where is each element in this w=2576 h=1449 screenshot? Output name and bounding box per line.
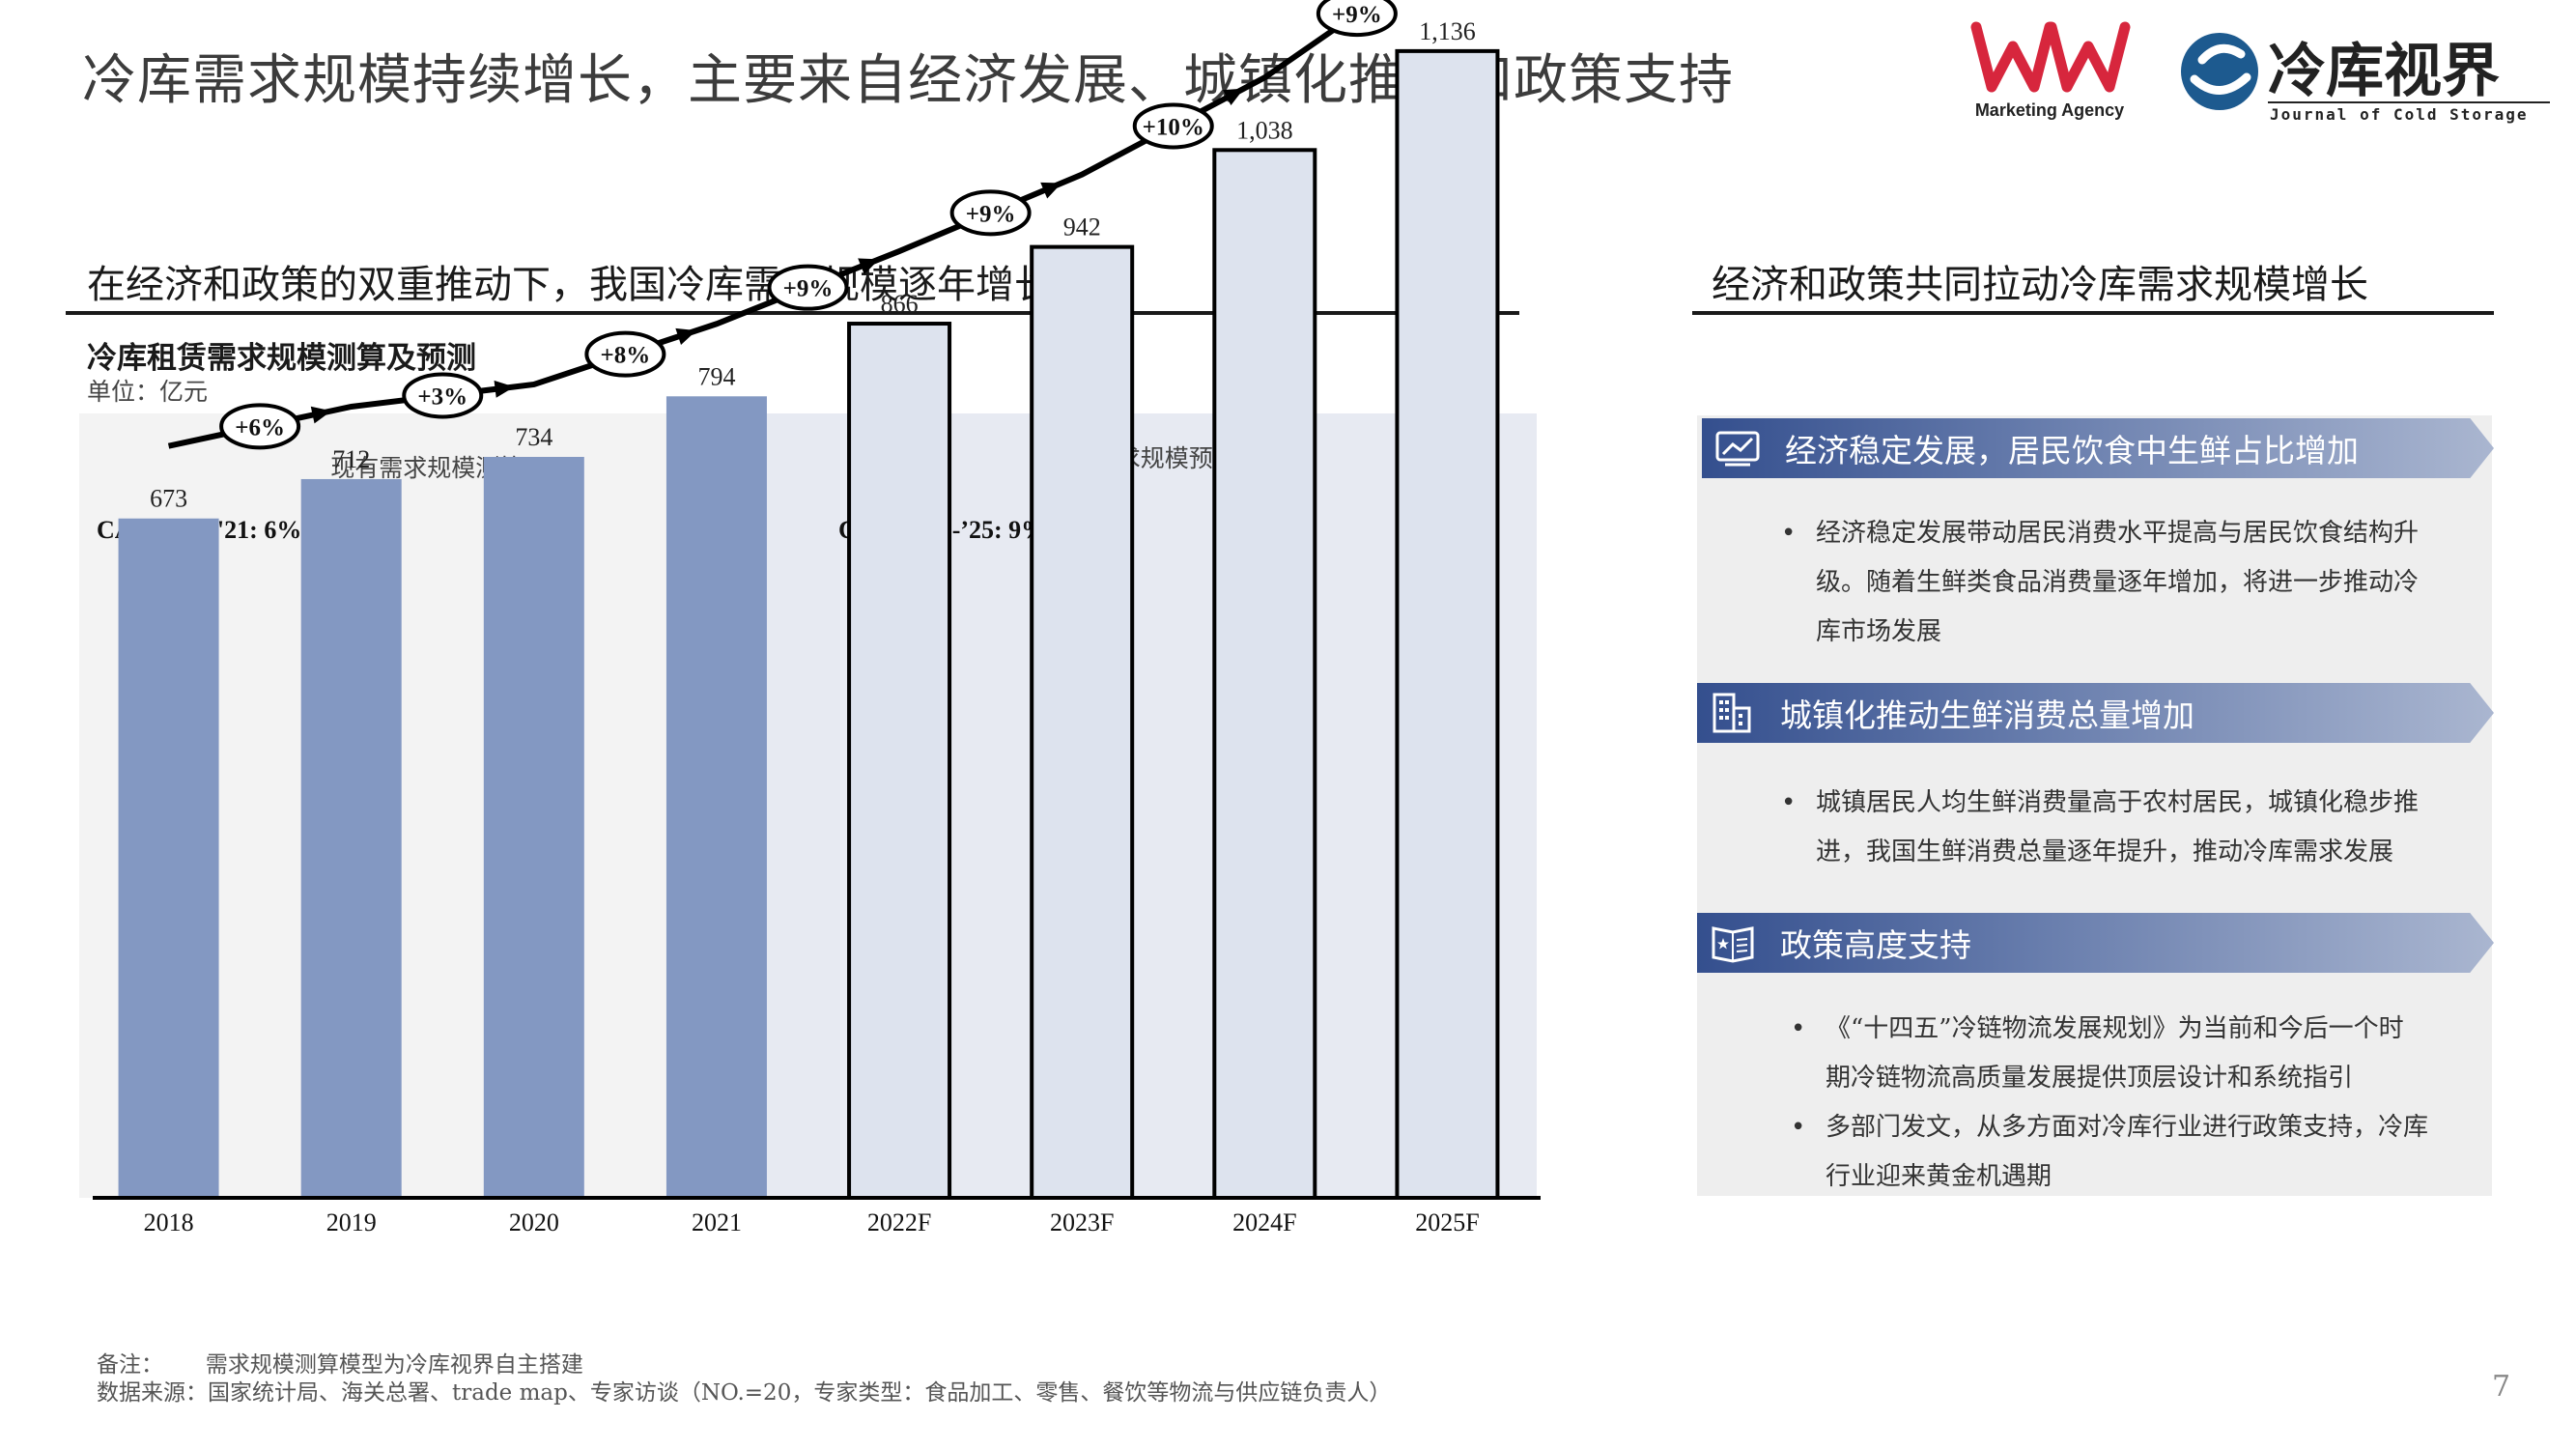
footer-source: 数据来源：国家统计局、海关总署、trade map、专家访谈（NO.=20，专家… — [97, 1380, 1392, 1406]
x-tick-2021: 2021 — [692, 1208, 742, 1236]
bullet-item: 多部门发文，从多方面对冷库行业进行政策支持，冷库 行业迎来黄金机遇期 — [1779, 1103, 2475, 1202]
section-divider — [66, 311, 1519, 315]
bullet-item: 《“十四五”冷链物流发展规划》为当前和今后一个时 期冷链物流高质量发展提供顶层设… — [1779, 1005, 2475, 1103]
bar-2021 — [665, 396, 767, 1198]
bar-2022F — [847, 322, 952, 1200]
cold-storage-journal-logo: 冷库视界 Journal of Cold Storage — [2181, 33, 2550, 124]
value-label-2018: 673 — [150, 485, 187, 513]
growth-badge — [1316, 0, 1398, 38]
driver-banner-urbanization: 城镇化推动生鲜消费总量增加 — [1697, 683, 2494, 743]
policy-book-icon — [1703, 913, 1763, 973]
x-tick-2023F: 2023F — [1050, 1208, 1114, 1236]
growth-label: +10% — [1143, 114, 1204, 140]
growth-label: +9% — [966, 201, 1016, 227]
x-tick-2019: 2019 — [326, 1208, 377, 1236]
growth-badge — [219, 403, 301, 450]
value-label-2021: 794 — [697, 362, 735, 390]
svg-text:Journal of Cold Storage: Journal of Cold Storage — [2270, 105, 2529, 124]
section-divider — [1692, 311, 2494, 315]
trend-arrowhead — [675, 327, 697, 345]
bar-2019 — [300, 478, 402, 1199]
growth-label: +8% — [601, 343, 651, 369]
growth-badge — [767, 264, 849, 311]
driver-title: 经济稳定发展，居民饮食中生鲜占比增加 — [1785, 432, 2359, 469]
svg-text:Marketing Agency: Marketing Agency — [1975, 100, 2124, 120]
growth-badge — [584, 330, 666, 378]
driver-bullets-urbanization: 城镇居民人均生鲜消费量高于农村居民，城镇化稳步推 进，我国生鲜消费总量逐年提升，… — [1769, 779, 2475, 877]
trend-arrowhead — [310, 406, 332, 424]
growth-label: +3% — [417, 384, 467, 410]
value-label-2024F: 1,038 — [1236, 116, 1293, 144]
bullet-item: 城镇居民人均生鲜消费量高于农村居民，城镇化稳步推 进，我国生鲜消费总量逐年提升，… — [1769, 779, 2475, 877]
value-label-2025F: 1,136 — [1419, 17, 1476, 45]
x-tick-2022F: 2022F — [867, 1208, 931, 1236]
trend-chart-icon — [1708, 418, 1768, 478]
driver-bullets-economy: 经济稳定发展带动居民消费水平提高与居民饮食结构升 级。随着生鲜类食品消费量逐年增… — [1769, 509, 2475, 657]
growth-label: +9% — [1332, 2, 1382, 28]
x-tick-2020: 2020 — [509, 1208, 559, 1236]
trend-arrowhead — [1040, 182, 1062, 199]
growth-badge — [402, 372, 484, 419]
footer-note: 备注： 需求规模测算模型为冷库视界自主搭建 — [97, 1352, 583, 1378]
trend-arrowhead — [858, 258, 880, 275]
driver-banner-economy: 经济稳定发展，居民饮食中生鲜占比增加 — [1702, 418, 2494, 478]
trend-arrowhead — [494, 380, 515, 398]
growth-badge — [1132, 102, 1214, 150]
trend-arrowhead — [1223, 88, 1244, 105]
x-tick-2018: 2018 — [144, 1208, 194, 1236]
bar-2023F — [1030, 244, 1135, 1201]
bullet-item: 经济稳定发展带动居民消费水平提高与居民饮食结构升 级。随着生鲜类食品消费量逐年增… — [1769, 509, 2475, 657]
chart-section-heading: 在经济和政策的双重推动下，我国冷库需求规模逐年增长 — [87, 263, 1053, 307]
value-label-2022F: 866 — [881, 290, 919, 318]
bar-2018 — [118, 518, 219, 1198]
growth-badge — [949, 189, 1032, 237]
chart-unit: 单位：亿元 — [87, 378, 209, 406]
driver-title: 城镇化推动生鲜消费总量增加 — [1780, 696, 2194, 734]
growth-label: +9% — [783, 276, 834, 302]
growth-label: +6% — [235, 414, 285, 440]
demand-bar-chart: 现有需求规模测算未来需求规模预测CAGR '18-'21: 6%CAGR ‘22… — [79, 0, 1541, 1236]
value-label-2019: 712 — [332, 445, 370, 473]
city-building-icon — [1703, 683, 1763, 743]
driver-banner-policy: 政策高度支持 — [1697, 913, 2494, 973]
value-label-2023F: 942 — [1063, 213, 1101, 242]
driver-bullets-policy: 《“十四五”冷链物流发展规划》为当前和今后一个时 期冷链物流高质量发展提供顶层设… — [1779, 1005, 2475, 1202]
drivers-section-heading: 经济和政策共同拉动冷库需求规模增长 — [1712, 263, 2368, 307]
page-number: 7 — [2492, 1370, 2511, 1404]
bar-2024F — [1212, 148, 1317, 1200]
value-label-2020: 734 — [515, 423, 552, 451]
marketing-agency-logo: Marketing Agency — [1970, 21, 2131, 120]
x-tick-2025F: 2025F — [1415, 1208, 1479, 1236]
driver-title: 政策高度支持 — [1780, 926, 1971, 964]
svg-text:冷库视界: 冷库视界 — [2268, 38, 2500, 105]
chart-title: 冷库租赁需求规模测算及预测 — [87, 341, 476, 376]
bar-2025F — [1395, 48, 1500, 1200]
x-tick-2024F: 2024F — [1232, 1208, 1296, 1236]
bar-2020 — [483, 456, 584, 1199]
